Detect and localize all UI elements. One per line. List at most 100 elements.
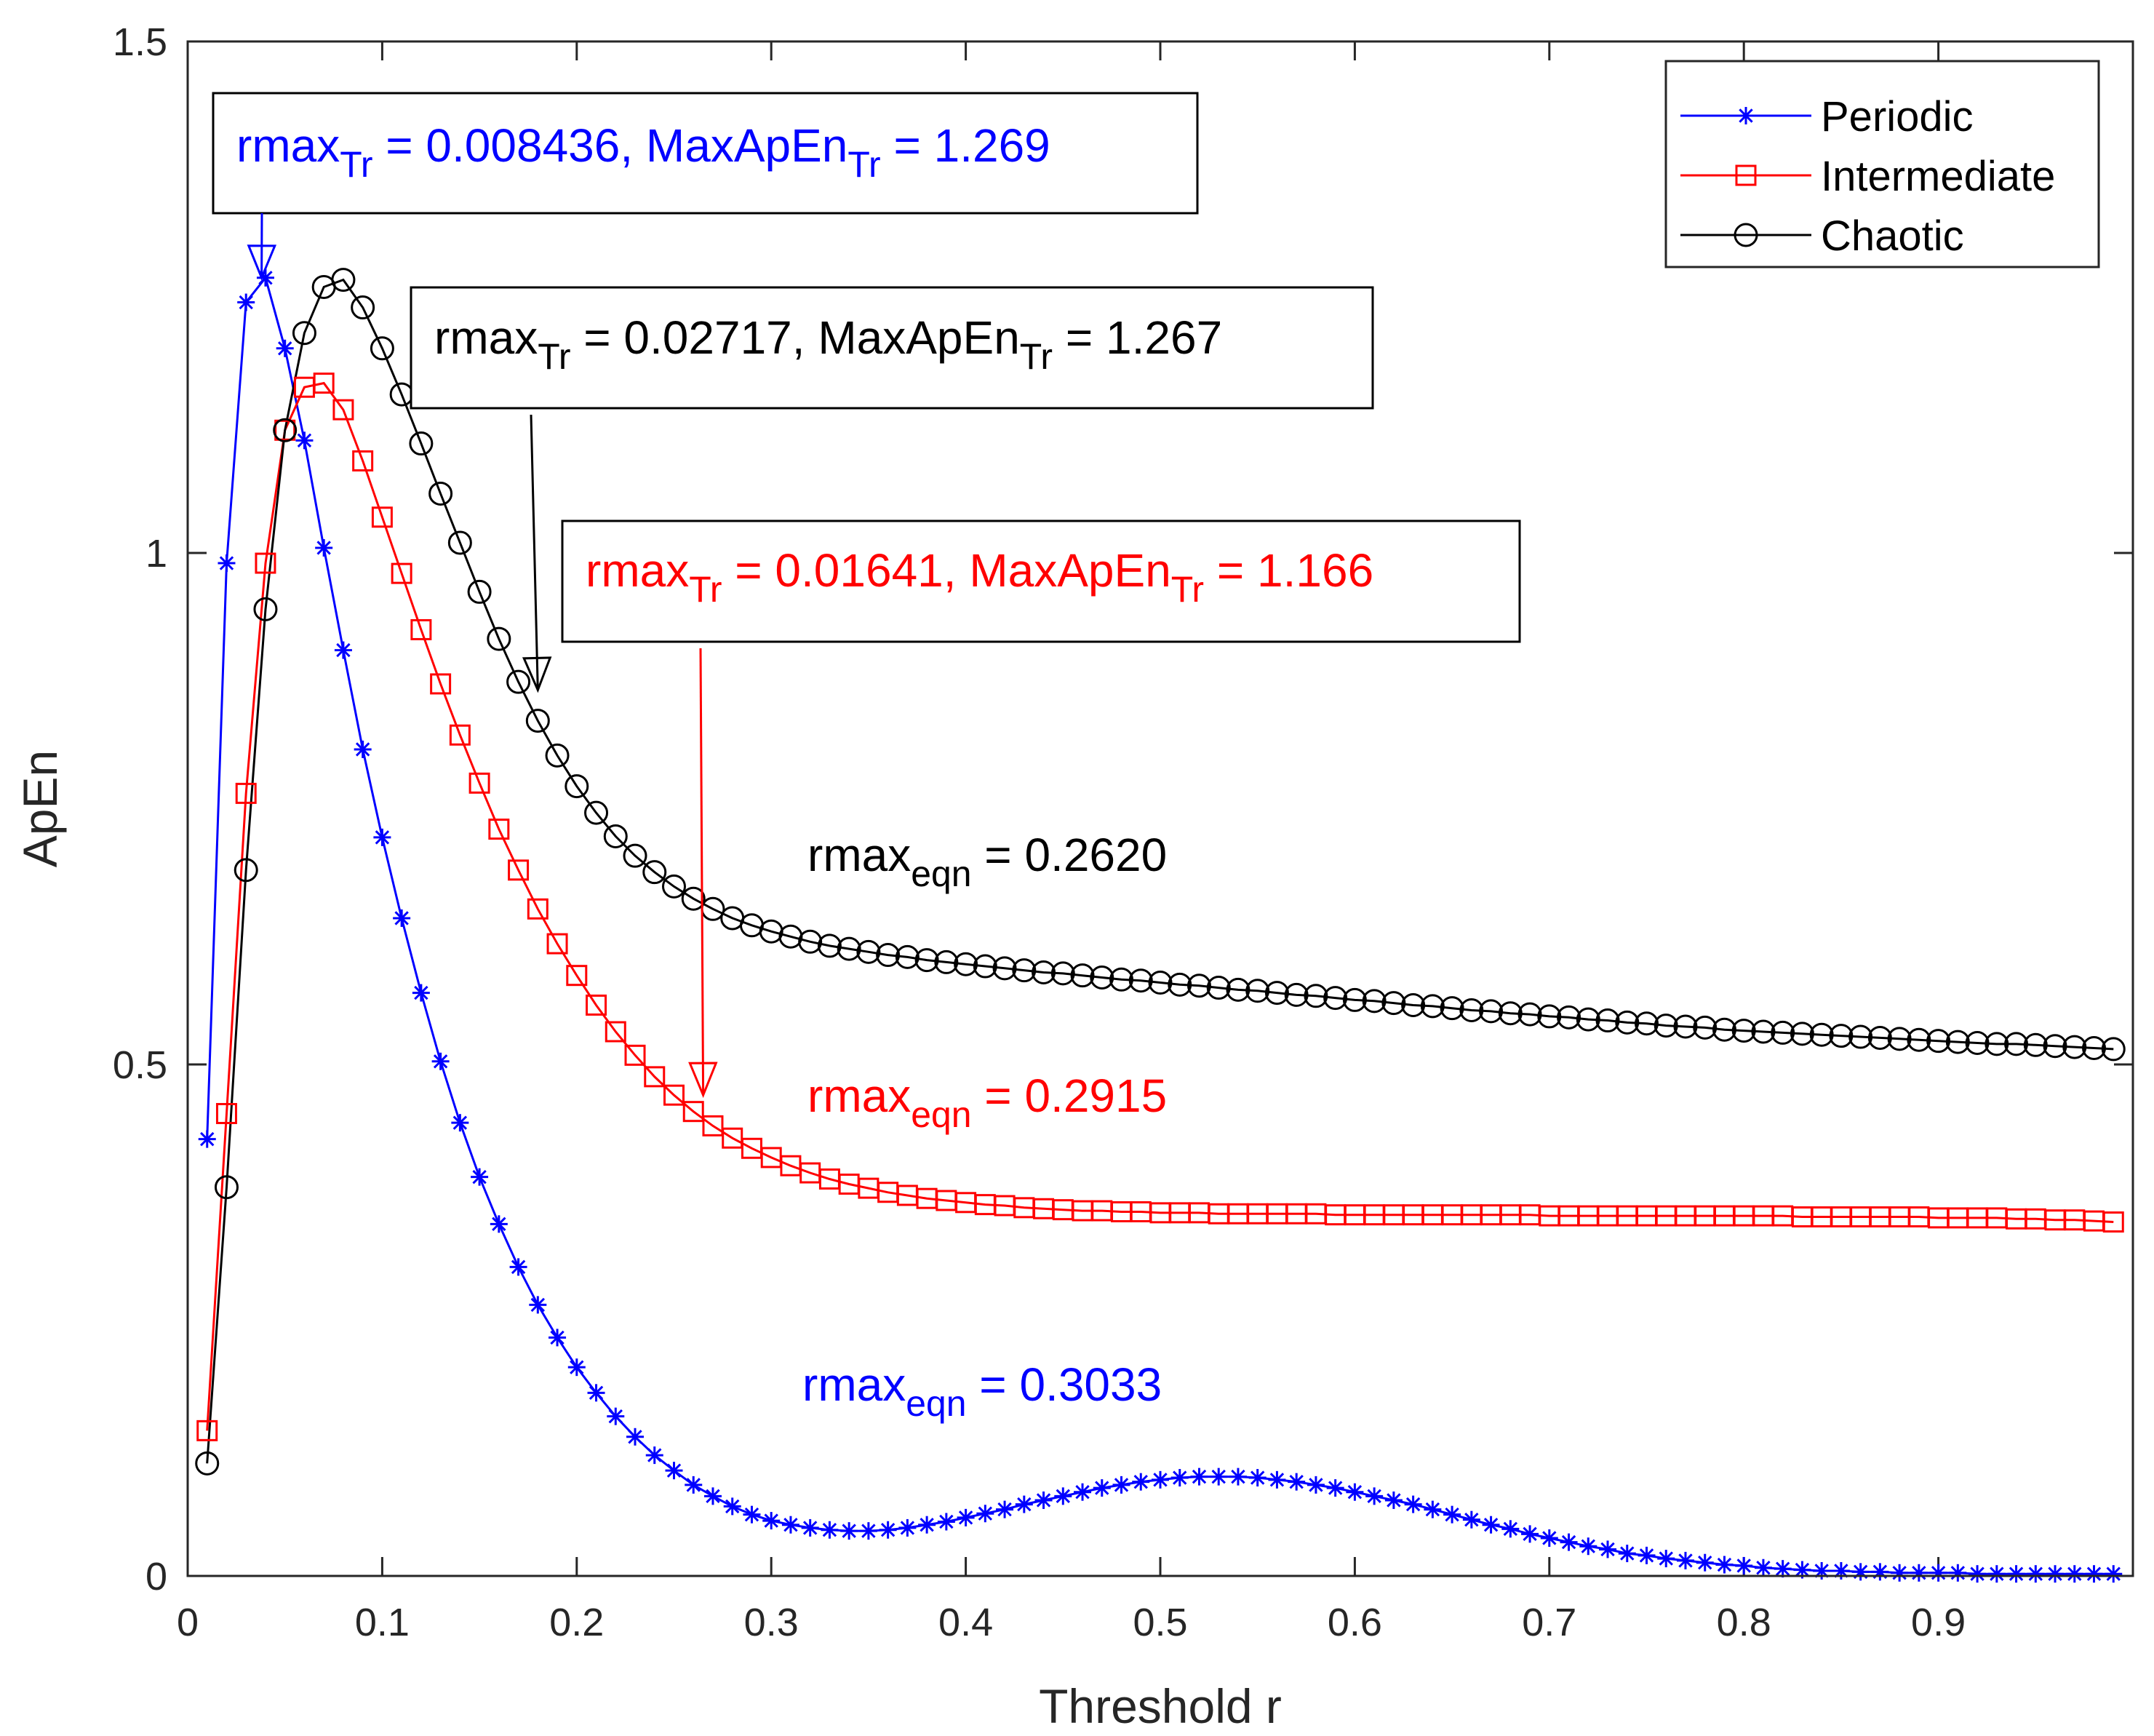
periodic-arrow-head	[247, 244, 277, 281]
intermediate-point	[566, 965, 588, 987]
periodic-point	[898, 1518, 917, 1537]
series-markers	[195, 268, 2126, 1583]
periodic-point	[1540, 1529, 1558, 1547]
chaotic-point	[1809, 1022, 1834, 1047]
periodic-point	[1112, 1476, 1130, 1494]
chaotic-line	[206, 278, 2114, 1464]
periodic-point	[373, 828, 391, 846]
periodic-point	[1424, 1500, 1442, 1518]
chaotic-point	[2062, 1035, 2087, 1059]
chaotic-point	[1109, 967, 1134, 992]
intermediate-point	[215, 1102, 237, 1124]
chaotic-point	[992, 956, 1017, 981]
chaotic-eqn-label: rmaxeqn = 0.2620	[807, 829, 1167, 894]
chaotic-point	[1264, 981, 1289, 1006]
chaotic-point	[1537, 1004, 1562, 1029]
chaotic-point	[1693, 1015, 1718, 1040]
chaotic-point	[428, 481, 453, 506]
chaotic-point	[1304, 984, 1328, 1008]
chaotic-point	[681, 886, 706, 911]
y-tick-label: 0.5	[113, 1043, 167, 1087]
intermediate-point	[1735, 164, 1757, 186]
y-tick-label: 0	[145, 1555, 167, 1598]
periodic-point	[2065, 1565, 2083, 1583]
x-tick-label: 0.6	[1328, 1601, 1382, 1644]
chaotic-point	[1245, 979, 1270, 1003]
chaotic-point	[642, 860, 667, 885]
periodic-point	[1657, 1550, 1675, 1568]
chaotic-point	[973, 954, 997, 979]
periodic-point	[354, 740, 372, 758]
chaotic-point	[2043, 1034, 2067, 1059]
x-tick-label: 0.8	[1717, 1601, 1771, 1644]
chaotic-point	[914, 948, 939, 973]
x-tick-label: 0	[177, 1601, 199, 1644]
chaotic-point	[1557, 1005, 1581, 1030]
periodic-point	[412, 984, 430, 1002]
intermediate-point	[508, 859, 530, 881]
chaotic-point	[1498, 1001, 1523, 1026]
chaotic-point	[253, 597, 278, 621]
periodic-point	[996, 1500, 1014, 1518]
chaotic-point	[1985, 1032, 2009, 1056]
intermediate-point	[449, 724, 471, 746]
periodic-point	[2046, 1565, 2065, 1583]
x-tick-label: 0.4	[938, 1601, 993, 1644]
chaotic-point	[1615, 1010, 1640, 1035]
chaotic-point	[1517, 1002, 1542, 1027]
plot-border	[186, 40, 2134, 1577]
periodic-point	[549, 1329, 567, 1347]
chaotic-point	[525, 709, 550, 733]
periodic-point	[1735, 1556, 1753, 1574]
intermediate-point	[663, 1084, 685, 1106]
legend: Periodic Intermediate Chaotic	[1664, 60, 2100, 268]
chaotic-point	[1790, 1022, 1814, 1046]
chaotic-point	[195, 1451, 220, 1476]
legend-item-chaotic: Chaotic	[1680, 212, 1964, 260]
periodic-point	[237, 293, 255, 311]
periodic-point	[1015, 1495, 1033, 1513]
periodic-point	[723, 1497, 741, 1516]
chaotic-point	[1342, 987, 1367, 1012]
chaotic-point	[623, 843, 647, 868]
chaotic-point	[1751, 1019, 1776, 1044]
chaotic-point	[1595, 1008, 1620, 1033]
periodic-point	[1737, 107, 1755, 124]
intermediate-point	[702, 1115, 724, 1136]
periodic-point	[781, 1516, 799, 1534]
periodic-point	[703, 1487, 722, 1505]
x-tick-label: 0.3	[744, 1601, 799, 1644]
annotations: rmaxTr = 0.008436, MaxApEnTr = 1.269 rmax…	[212, 92, 1521, 1424]
chaotic-point	[1440, 996, 1464, 1021]
periodic-point	[2105, 1565, 2123, 1583]
intermediate-point	[196, 1420, 218, 1441]
legend-label: Intermediate	[1821, 153, 2055, 200]
periodic-point	[1210, 1468, 1228, 1486]
chaotic-point	[2004, 1032, 2029, 1056]
chaotic-annotation-box	[410, 286, 1374, 410]
chaotic-point	[1128, 968, 1153, 993]
chaotic-point	[1186, 973, 1211, 998]
periodic-point	[685, 1476, 703, 1494]
chaotic-point	[487, 626, 511, 651]
periodic-annotation-text: rmaxTr = 0.008436, MaxApEnTr = 1.269	[236, 119, 1050, 185]
chaotic-point	[351, 295, 375, 320]
periodic-point	[937, 1513, 955, 1531]
intermediate-point	[410, 618, 432, 640]
x-tick-label: 0.7	[1522, 1601, 1576, 1644]
periodic-point	[1754, 1558, 1772, 1577]
intermediate-annotation-text: rmaxTr = 0.01641, MaxApEnTr = 1.166	[586, 544, 1373, 610]
chaotic-point	[603, 824, 628, 848]
y-tick-label: 1	[145, 532, 167, 576]
chaotic-point	[584, 800, 609, 825]
chaotic-point	[467, 579, 492, 604]
intermediate-point	[313, 373, 335, 394]
chaotic-point	[292, 321, 316, 346]
intermediate-arrow-line	[699, 648, 705, 1096]
chaotic-annotation: rmaxTr = 0.02717, MaxApEnTr = 1.267 rmaxe…	[410, 286, 1374, 894]
intermediate-annotation: rmaxTr = 0.01641, MaxApEnTr = 1.166 rmaxe…	[561, 519, 1521, 1135]
chaotic-point	[1867, 1025, 1892, 1050]
chaotic-arrow-head	[522, 656, 552, 693]
chaotic-point	[447, 530, 472, 555]
